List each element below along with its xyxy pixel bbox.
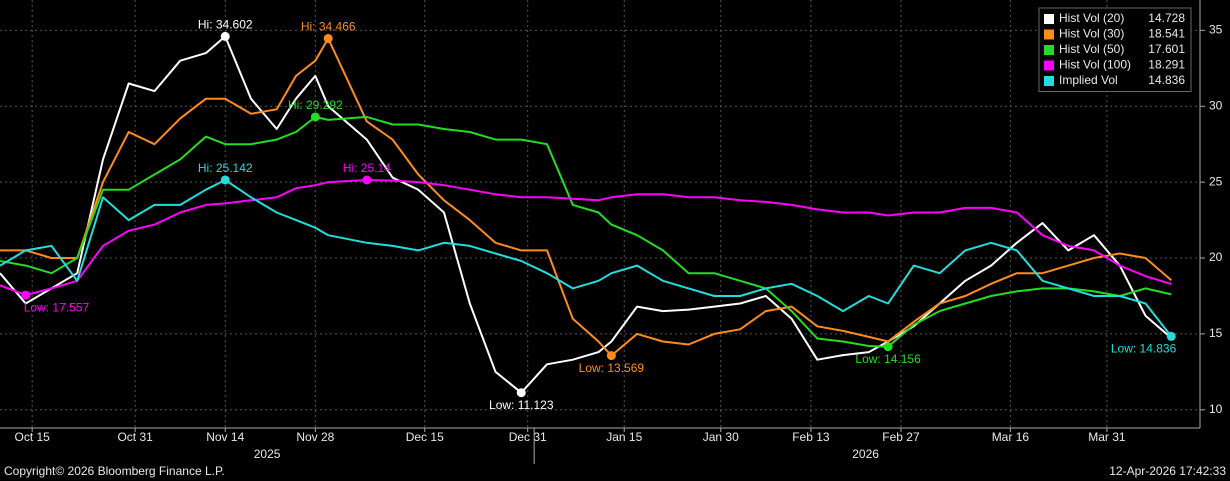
x-tick-label: Feb 27 xyxy=(882,430,920,444)
series-line xyxy=(0,179,1173,338)
annotation-point xyxy=(1166,331,1176,341)
legend-swatch xyxy=(1044,14,1054,24)
legend-label: Hist Vol (100) xyxy=(1059,58,1131,72)
annotation-label: Low: 17.557 xyxy=(24,300,90,314)
annotation-point xyxy=(606,351,616,361)
copyright: Copyright© 2026 Bloomberg Finance L.P. xyxy=(4,464,225,478)
x-tick-label: Dec 15 xyxy=(406,430,444,444)
annotation-label: Low: 14.156 xyxy=(855,352,921,366)
legend-box xyxy=(1038,7,1192,92)
legend-label: Implied Vol xyxy=(1059,73,1118,87)
x-tick-label: Mar 31 xyxy=(1088,430,1126,444)
legend-swatch xyxy=(1044,45,1054,55)
annotation-label: Hi: 25.142 xyxy=(198,161,253,175)
legend-label: Hist Vol (50) xyxy=(1059,42,1124,56)
x-tick-label: Oct 15 xyxy=(14,430,50,444)
x-tick-label: Jan 30 xyxy=(703,430,739,444)
year-label: 2025 xyxy=(254,447,281,461)
x-tick-label: Feb 13 xyxy=(792,430,830,444)
legend-value: 18.541 xyxy=(1148,27,1185,41)
annotation-label: Low: 13.569 xyxy=(579,361,645,375)
x-tick-label: Nov 14 xyxy=(206,430,244,444)
annotation-point xyxy=(362,175,372,185)
legend-value: 14.836 xyxy=(1148,73,1185,87)
annotation-point xyxy=(220,31,230,41)
y-tick-label: 20 xyxy=(1209,250,1223,264)
annotation-point xyxy=(323,33,333,43)
y-tick-label: 30 xyxy=(1209,98,1223,112)
annotation-label: Low: 11.123 xyxy=(489,398,554,412)
timestamp: 12-Apr-2026 17:42:33 xyxy=(1109,464,1226,478)
annotation-point xyxy=(516,388,526,398)
series-line xyxy=(0,179,1172,297)
annotation-point xyxy=(220,175,230,185)
series-line xyxy=(0,115,1172,348)
x-tick-label: Oct 31 xyxy=(117,430,153,444)
annotation-point xyxy=(21,290,31,300)
annotation-point xyxy=(883,342,893,352)
legend-label: Hist Vol (30) xyxy=(1059,27,1124,41)
annotation-label: Hi: 34.466 xyxy=(301,20,356,34)
annotation-label: Hi: 25.14 xyxy=(343,161,391,175)
series-line xyxy=(0,35,1172,394)
series-line xyxy=(0,37,1172,357)
x-tick-label: Dec 31 xyxy=(509,430,547,444)
y-tick-label: 15 xyxy=(1209,326,1223,340)
annotation-label: Low: 14.836 xyxy=(1111,342,1177,356)
y-tick-label: 25 xyxy=(1209,174,1223,188)
legend-value: 17.601 xyxy=(1148,42,1185,56)
legend-swatch xyxy=(1044,76,1054,86)
y-tick-label: 10 xyxy=(1209,402,1223,416)
x-tick-label: Mar 16 xyxy=(992,430,1030,444)
legend-swatch xyxy=(1044,60,1054,71)
x-tick-label: Nov 28 xyxy=(296,430,334,444)
legend-label: Hist Vol (20) xyxy=(1059,11,1124,25)
annotation-label: Hi: 29.292 xyxy=(288,98,343,112)
legend-swatch xyxy=(1044,29,1054,40)
annotation-point xyxy=(310,112,320,122)
annotation-label: Hi: 34.602 xyxy=(198,18,253,32)
x-tick-label: Jan 15 xyxy=(606,430,642,444)
y-tick-label: 35 xyxy=(1209,23,1223,37)
legend-value: 14.728 xyxy=(1148,11,1185,25)
legend-value: 18.291 xyxy=(1148,58,1185,72)
year-label: 2026 xyxy=(852,447,879,461)
